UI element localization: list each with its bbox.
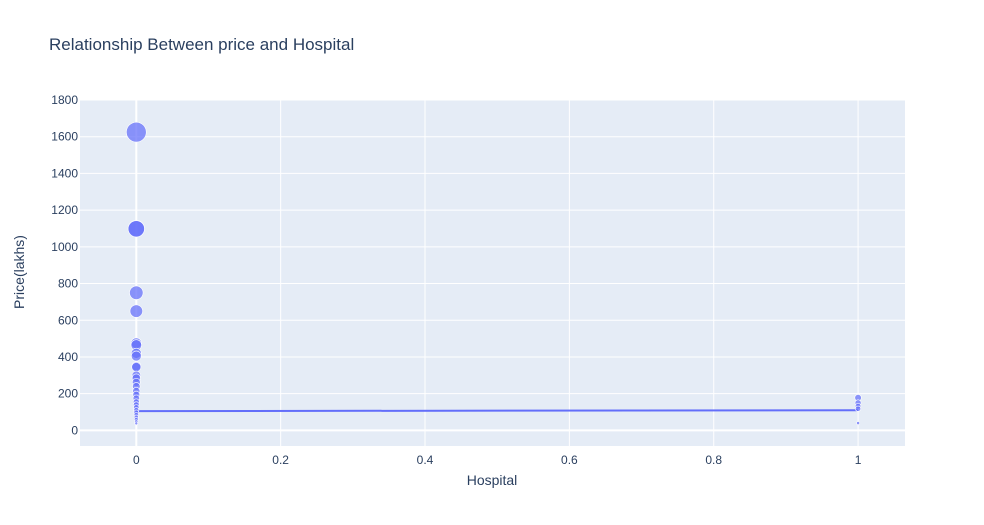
y-tick-label: 800: [58, 277, 78, 291]
y-tick-label: 1800: [51, 93, 78, 107]
y-tick-labels: 0 200 400 600 800 1000 1200 1400 1600 1800: [51, 93, 78, 437]
scatter-point: [127, 220, 145, 238]
scatter-point: [126, 121, 147, 143]
x-tick-labels: 0 0.2 0.4 0.6 0.8 1: [133, 453, 862, 467]
trendline-layer: [136, 409, 859, 413]
scatter-point: [131, 362, 142, 372]
y-tick-label: 1000: [51, 240, 78, 254]
x-tick-label: 0.2: [272, 453, 289, 467]
scatter-point: [129, 285, 144, 300]
scatter-point: [131, 350, 142, 362]
gridlines: [80, 99, 905, 446]
scatter-point: [855, 405, 862, 412]
y-tick-label: 1400: [51, 166, 78, 180]
y-axis-title: Price(lakhs): [11, 235, 27, 309]
y-tick-label: 200: [58, 387, 78, 401]
plot-area: [80, 100, 905, 446]
scatter-point: [134, 421, 139, 426]
y-tick-label: 400: [58, 350, 78, 364]
scatter-point: [856, 421, 860, 425]
y-tick-label: 1200: [51, 203, 78, 217]
data-points: [126, 121, 862, 426]
trendline: [136, 409, 859, 413]
y-tick-label: 600: [58, 313, 78, 327]
x-axis-title: Hospital: [467, 472, 518, 488]
x-tick-label: 0: [133, 453, 140, 467]
scatter-point: [129, 304, 143, 318]
x-tick-label: 0.8: [705, 453, 722, 467]
x-tick-label: 1: [855, 453, 862, 467]
y-tick-label: 1600: [51, 130, 78, 144]
y-tick-label: 0: [71, 423, 78, 437]
chart-title: Relationship Between price and Hospital: [49, 35, 354, 54]
x-tick-label: 0.4: [417, 453, 434, 467]
x-tick-label: 0.6: [561, 453, 578, 467]
